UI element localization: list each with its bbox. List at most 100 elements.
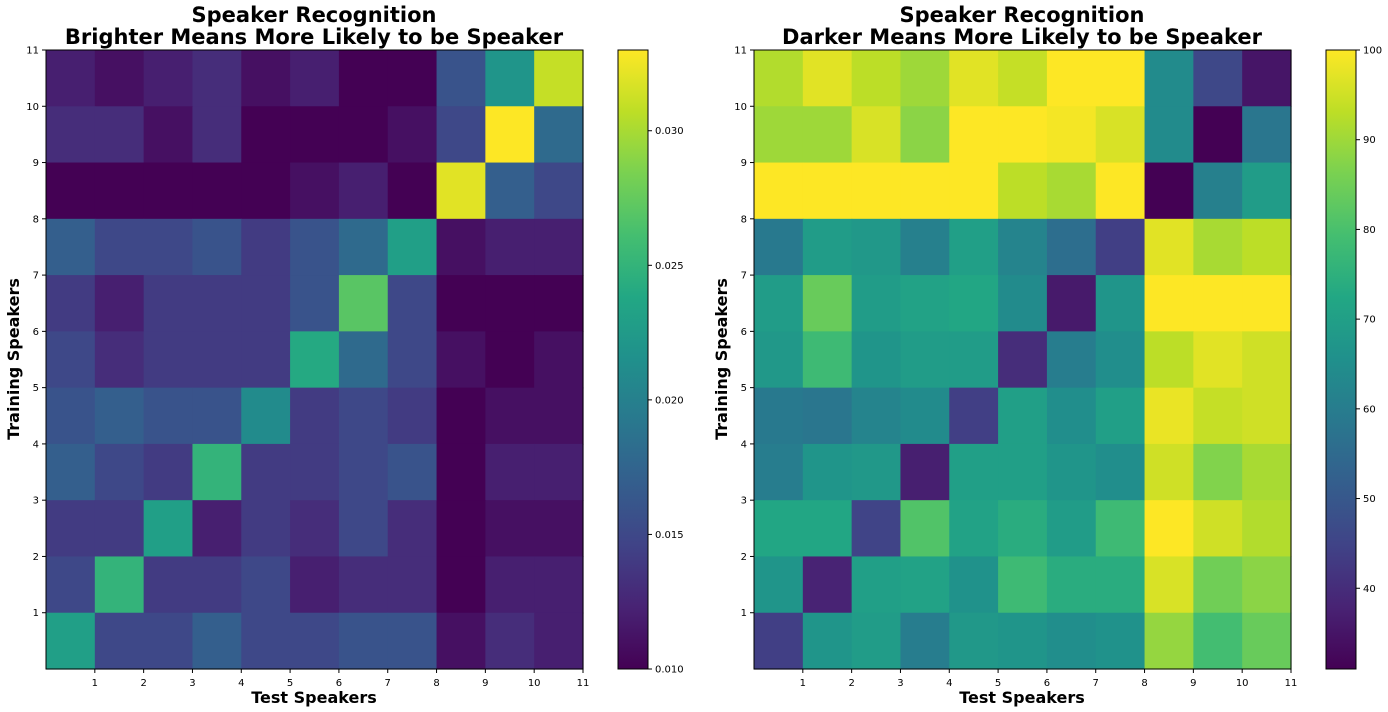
heatmap-cell: [46, 331, 96, 389]
colorbar-tick-label: 90: [1363, 135, 1376, 146]
heatmap-cell: [290, 500, 340, 558]
heatmap-cell: [485, 612, 535, 670]
heatmap-cell: [998, 106, 1048, 164]
heatmap-cell: [94, 612, 145, 670]
heatmap-cell: [1242, 612, 1292, 670]
heatmap-cell: [1144, 50, 1194, 107]
chart-title-line2: Brighter Means More Likely to be Speaker: [65, 25, 564, 49]
heatmap-cell: [338, 275, 389, 332]
heatmap-cell: [143, 218, 194, 276]
heatmap-cell: [387, 275, 438, 332]
colorbar: 0.010 0.015 0.020 0.025 0.030: [617, 49, 684, 676]
heatmap-cell: [1046, 387, 1097, 445]
heatmap-cell: [1095, 500, 1146, 558]
y-tick-label: 8: [33, 214, 39, 225]
heatmap-cell: [192, 218, 242, 276]
heatmap-cell: [94, 443, 145, 501]
heatmap-cell: [949, 50, 999, 107]
heatmap-cell: [241, 500, 291, 558]
heatmap-cell: [998, 556, 1048, 614]
colorbar-tick-label: 0.015: [655, 530, 684, 541]
y-tick-label: 11: [26, 46, 39, 57]
heatmap-cell: [754, 387, 804, 445]
heatmap-cell: [338, 50, 389, 107]
heatmap-cell: [143, 275, 194, 332]
x-tick-label: 8: [1141, 678, 1147, 689]
heatmap-cell: [534, 556, 584, 614]
heatmap-cell: [241, 218, 291, 276]
heatmap-cell: [1095, 275, 1146, 332]
heatmap-cell: [949, 331, 999, 389]
heatmap-cell: [192, 106, 242, 164]
heatmap-cell: [485, 387, 535, 445]
heatmap-cell: [241, 612, 291, 670]
heatmap-cell: [387, 162, 438, 220]
heatmap-cell: [802, 275, 853, 332]
x-tick-label: 10: [528, 678, 541, 689]
heatmap-cell: [436, 612, 486, 670]
heatmap-cell: [192, 612, 242, 670]
heatmap-cell: [338, 556, 389, 614]
x-tick-label: 6: [1044, 678, 1050, 689]
heatmap-cell: [241, 275, 291, 332]
heatmap-cell: [338, 218, 389, 276]
x-axis-label: Test Speakers: [251, 688, 376, 707]
heatmap-cell: [851, 500, 902, 558]
y-tick-label: 6: [741, 327, 747, 338]
heatmap-cell: [998, 50, 1048, 107]
heatmap-cell: [1193, 275, 1243, 332]
heatmap-cell: [900, 556, 950, 614]
heatmap-cell: [290, 443, 340, 501]
heatmap-cell: [436, 556, 486, 614]
heatmap-cell: [46, 556, 96, 614]
heatmap-cell: [192, 50, 242, 107]
heatmap-cell: [900, 275, 950, 332]
colorbar-tick-label: 40: [1363, 584, 1376, 595]
y-tick-label: 2: [741, 552, 747, 563]
heatmap-cell: [485, 500, 535, 558]
heatmap-cell: [1144, 443, 1194, 501]
heatmap-cell: [851, 556, 902, 614]
heatmap-cell: [1193, 106, 1243, 164]
heatmap-cell: [1095, 218, 1146, 276]
heatmap-cell: [1242, 443, 1292, 501]
heatmap-cell: [46, 387, 96, 445]
heatmap-cell: [1046, 331, 1097, 389]
heatmap-cell: [485, 162, 535, 220]
heatmap-cell: [1046, 275, 1097, 332]
heatmap-cell: [94, 556, 145, 614]
heatmap-cell: [94, 275, 145, 332]
heatmap-cell: [143, 500, 194, 558]
x-tick-label: 4: [946, 678, 952, 689]
heatmap-cell: [1144, 500, 1194, 558]
heatmap-cell: [46, 612, 96, 670]
heatmap-cell: [387, 443, 438, 501]
heatmap-cell: [1095, 50, 1146, 107]
y-tick-label: 1: [33, 608, 39, 619]
heatmap-cell: [1046, 443, 1097, 501]
heatmap-cell: [241, 443, 291, 501]
heatmap-cell: [754, 162, 804, 220]
heatmap-cell: [46, 443, 96, 501]
heatmap-cell: [949, 612, 999, 670]
heatmap-cell: [802, 106, 853, 164]
heatmap-cell: [998, 162, 1048, 220]
heatmap-cell: [1144, 218, 1194, 276]
x-tick-label: 7: [385, 678, 391, 689]
heatmap-cell: [1144, 612, 1194, 670]
heatmap-cell: [192, 162, 242, 220]
heatmap-cell: [192, 556, 242, 614]
heatmap-cell: [754, 275, 804, 332]
y-tick-label: 10: [734, 102, 747, 113]
heatmap-cell: [1193, 162, 1243, 220]
heatmap-cell: [1095, 612, 1146, 670]
heatmap-cell: [998, 612, 1048, 670]
heatmap-cell: [802, 218, 853, 276]
heatmap-cell: [241, 331, 291, 389]
heatmap-cell: [1193, 612, 1243, 670]
x-tick-label: 10: [1236, 678, 1249, 689]
heatmap-cell: [436, 275, 486, 332]
heatmap-cell: [1095, 387, 1146, 445]
heatmap-cell: [998, 331, 1048, 389]
heatmap-cell: [143, 612, 194, 670]
